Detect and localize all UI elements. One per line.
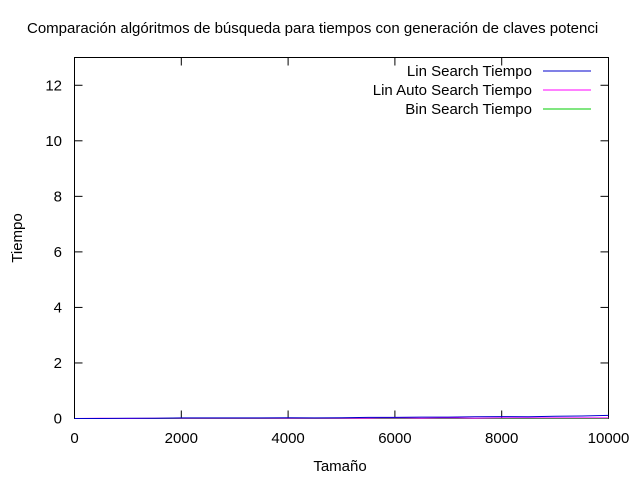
x-tick-label: 8000 — [485, 430, 518, 447]
x-tick-label: 10000 — [588, 430, 630, 447]
y-tick-label: 4 — [54, 299, 62, 316]
y-axis-title: Tiempo — [9, 213, 26, 262]
y-tick-label: 8 — [54, 188, 62, 205]
series-lines — [74, 414, 609, 420]
legend: Lin Search Tiempo Lin Auto Search Tiempo B… — [373, 63, 591, 118]
y-tick-label: 10 — [45, 133, 62, 150]
x-axis-title: Tamaño — [313, 458, 366, 475]
chart-title: Comparación algóritmos de búsqueda para … — [27, 20, 598, 37]
y-tick-label: 6 — [54, 244, 62, 261]
series-line-0 — [74, 414, 609, 419]
y-tick-label: 12 — [45, 77, 62, 94]
x-tick-label: 6000 — [378, 430, 411, 447]
y-tick-label: 0 — [54, 411, 62, 428]
x-tick-label: 2000 — [165, 430, 198, 447]
x-tick-label: 4000 — [271, 430, 304, 447]
legend-label-2: Bin Search Tiempo — [405, 101, 532, 118]
x-axis: 0 2000 4000 6000 8000 10000 — [70, 57, 630, 447]
legend-label-0: Lin Search Tiempo — [407, 63, 532, 80]
x-tick-label: 0 — [70, 430, 78, 447]
y-tick-label: 2 — [54, 355, 62, 372]
y-axis: 0 2 4 6 8 10 12 — [45, 77, 609, 428]
legend-label-1: Lin Auto Search Tiempo — [373, 82, 532, 99]
